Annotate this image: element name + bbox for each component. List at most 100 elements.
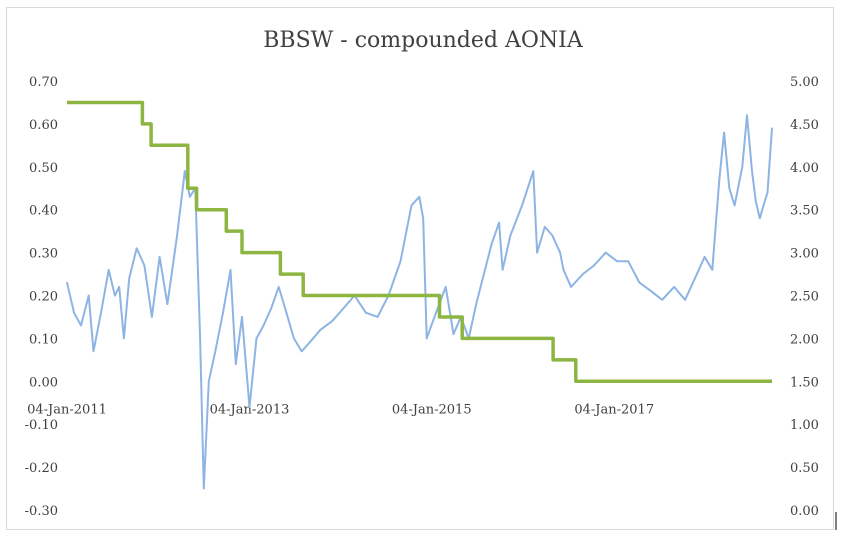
series-0-point: [754, 200, 757, 202]
series-0-point: [661, 298, 663, 301]
series-0-point: [684, 298, 686, 301]
series-0-point: [673, 286, 675, 288]
series-0-point: [766, 191, 769, 194]
series-0-point: [532, 170, 535, 172]
series-0-point: [696, 273, 698, 275]
y-right-tick-label: 3.00: [790, 247, 819, 262]
series-0-point: [771, 127, 773, 129]
series-0-point: [728, 187, 731, 190]
series-0-point: [222, 311, 224, 314]
y-left-tick-label: 0.10: [29, 332, 58, 347]
x-tick-label: 04-Jan-2013: [210, 402, 290, 417]
y-right-tick-label: 5.00: [790, 75, 819, 90]
series-0-point: [604, 251, 607, 254]
y-right-tick-label: 4.00: [790, 161, 819, 176]
series-0-point: [114, 294, 116, 297]
series-0-point: [184, 170, 186, 172]
series-0-point: [616, 260, 618, 262]
series-0-point: [638, 281, 641, 284]
series-0-point: [376, 316, 379, 318]
series-0-point: [176, 234, 178, 237]
y-left-axis: 0.70 0.60 0.50 0.40 0.30 0.20 0.10 0.00 -0.10 -0.…: [25, 75, 58, 519]
series-0-point: [723, 131, 725, 134]
series-0-line: [66, 114, 773, 490]
y-left-tick-label: 0.70: [29, 75, 58, 90]
series-0-point: [241, 316, 243, 318]
series-0-point: [536, 251, 538, 254]
series-0-point: [422, 217, 425, 220]
series-0-point: [207, 380, 210, 383]
series-0-point: [452, 333, 455, 335]
series-0-point: [418, 196, 421, 198]
y-right-tick-label: 4.50: [790, 118, 819, 133]
series-0-point: [593, 264, 595, 267]
series-0-point: [107, 268, 110, 271]
series-0-point: [425, 337, 428, 340]
series-0-point: [234, 363, 237, 365]
series-0-point: [285, 311, 288, 314]
series-0-point: [551, 234, 554, 237]
series-0-point: [650, 290, 652, 293]
series-1-line: [67, 100, 772, 384]
chart-frame: [6, 7, 834, 530]
series-0-point: [544, 226, 546, 228]
series-0-point: [319, 329, 322, 331]
y-left-tick-label: -0.10: [25, 418, 58, 433]
series-0-point: [762, 204, 765, 207]
series-0-point: [746, 114, 748, 117]
y-left-tick-label: 0.50: [29, 161, 58, 176]
series-0-point: [214, 350, 217, 353]
series-0-point: [203, 487, 205, 490]
series-0-point: [509, 234, 512, 237]
series-0-point: [293, 337, 295, 340]
series-0-point: [331, 320, 333, 323]
series-0-point: [143, 264, 146, 267]
series-0-point: [521, 204, 523, 207]
series-0-point: [262, 324, 265, 327]
y-right-tick-label: 1.00: [790, 418, 819, 433]
series-0-point: [255, 337, 258, 340]
series-0-point: [559, 251, 561, 254]
series-0-point: [501, 268, 504, 271]
series-0-point: [570, 286, 572, 288]
series-0-point: [73, 311, 75, 314]
series-0-point: [229, 268, 232, 271]
y-left-tick-label: -0.30: [25, 504, 58, 519]
series-0-point: [582, 273, 584, 275]
series-0-point: [562, 268, 565, 271]
series-0-point: [733, 204, 736, 207]
series-0-point: [703, 256, 706, 258]
series-0-point: [711, 268, 714, 271]
y-left-tick-label: 0.00: [29, 375, 58, 390]
y-right-tick-label: 0.50: [790, 461, 819, 476]
series-0-point: [758, 217, 761, 220]
series-0-point: [399, 260, 402, 262]
series-0-point: [498, 221, 500, 224]
y-right-tick-label: 1.50: [790, 375, 819, 390]
series-0-point: [87, 294, 90, 297]
series-0-point: [80, 324, 82, 327]
y-right-axis: 5.00 4.50 4.00 3.50 3.00 2.50 2.00 1.50 1.00 0.50…: [790, 75, 819, 519]
series-0-point: [433, 316, 436, 318]
series-0-point: [135, 247, 138, 250]
y-left-tick-label: -0.20: [25, 461, 58, 476]
x-axis: 04-Jan-2011 04-Jan-2013 04-Jan-2015 04-Jan-…: [27, 402, 654, 417]
series-0-point: [128, 277, 130, 280]
x-tick-label: 04-Jan-2017: [574, 402, 654, 417]
x-tick-label: 04-Jan-2011: [27, 402, 107, 417]
series-0-point: [66, 281, 68, 284]
series-0-point: [627, 260, 630, 262]
series-0-point: [118, 286, 120, 288]
y-right-tick-label: 2.00: [790, 332, 819, 347]
series-0-point: [718, 178, 721, 181]
y-right-tick-label: 3.50: [790, 204, 819, 219]
series-0-point: [100, 311, 102, 314]
series-0-point: [151, 316, 153, 318]
series-0-point: [751, 170, 753, 172]
series-0-point: [92, 350, 95, 353]
chart-title: BBSW - compounded AONIA: [263, 28, 583, 53]
series-0-point: [444, 286, 447, 288]
series-0-point: [342, 307, 345, 310]
series-0-point: [270, 307, 273, 310]
